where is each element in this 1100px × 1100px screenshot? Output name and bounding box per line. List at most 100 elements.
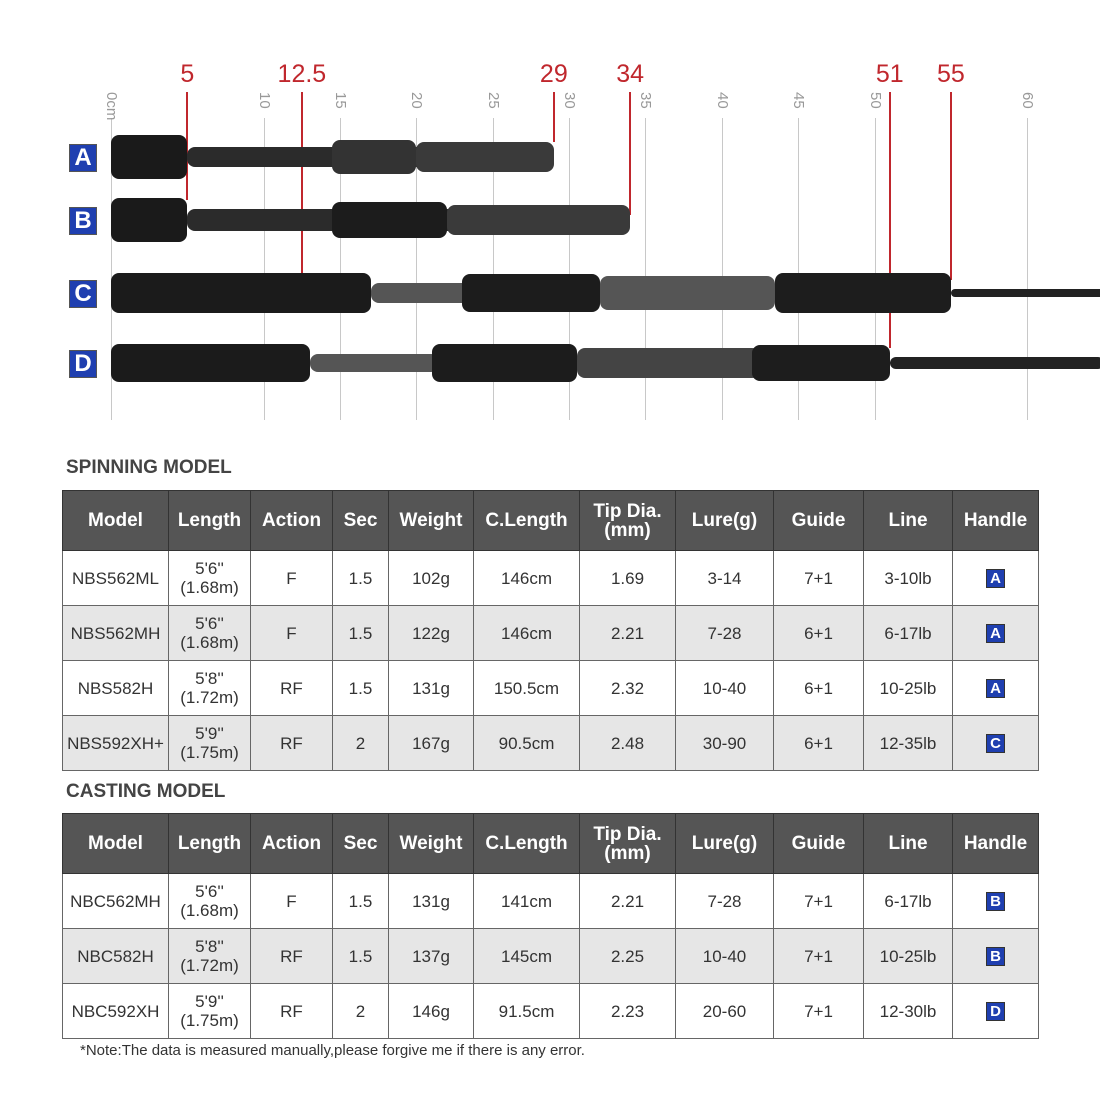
gridline	[798, 118, 800, 420]
footnote: *Note:The data is measured manually,plea…	[80, 1042, 585, 1059]
spinning-section-title: SPINNING MODEL	[66, 457, 232, 478]
casting-spec-table: Model Length Action Sec Weight C.Length Tip Di…	[62, 813, 1039, 1039]
handle-cell: B	[952, 928, 1039, 984]
column-header: C.Length	[473, 490, 580, 551]
gridline	[645, 118, 647, 420]
casting-section-title: CASTING MODEL	[66, 781, 226, 802]
cell-sec: 2	[332, 715, 389, 771]
rod-segment	[752, 345, 890, 381]
cell-clength: 146cm	[473, 550, 580, 606]
handle-badge: A	[986, 624, 1005, 643]
marker-label: 51	[875, 60, 904, 88]
rod-segment	[332, 202, 447, 238]
cell-sec: 1.5	[332, 550, 389, 606]
cell-model: NBS592XH+	[62, 715, 169, 771]
marker-label: 5	[180, 60, 195, 88]
cell-guide: 6+1	[773, 660, 864, 716]
cell-model: NBC582H	[62, 928, 169, 984]
handle-cell: A	[952, 550, 1039, 606]
column-header: Weight	[388, 813, 474, 874]
cell-model: NBS582H	[62, 660, 169, 716]
cell-clength: 141cm	[473, 873, 580, 929]
cell-clength: 91.5cm	[473, 983, 580, 1039]
ruler-tick-label: 40	[713, 92, 731, 109]
ruler-tick-label: 60	[1019, 92, 1037, 109]
rod-segment	[416, 142, 554, 172]
column-header: Weight	[388, 490, 474, 551]
cell-line: 12-35lb	[863, 715, 953, 771]
cell-weight: 122g	[388, 605, 474, 661]
handle-badge: A	[986, 679, 1005, 698]
handle-label-b: B	[69, 207, 97, 235]
cell-action: RF	[250, 715, 333, 771]
column-header: Guide	[773, 813, 864, 874]
rod-segment	[462, 274, 600, 312]
ruler-tick-label: 50	[866, 92, 884, 109]
rod-segment	[111, 344, 310, 382]
rod-segment	[309, 354, 440, 372]
handle-badge: D	[986, 1002, 1005, 1021]
column-header: Model	[62, 490, 169, 551]
handle-cell: D	[952, 983, 1039, 1039]
cell-model: NBC592XH	[62, 983, 169, 1039]
column-header: Tip Dia. (mm)	[579, 813, 676, 874]
cell-clength: 90.5cm	[473, 715, 580, 771]
table-row: NBC592XH 5'9'' (1.75m) RF 2 146g 91.5cm 2.23 20…	[62, 983, 1039, 1039]
cell-lure: 10-40	[675, 660, 774, 716]
marker-line	[629, 92, 632, 215]
table-row: NBC562MH 5'6'' (1.68m) F 1.5 131g 141cm 2.21 7-…	[62, 873, 1039, 929]
cell-weight: 102g	[388, 550, 474, 606]
rod-segment	[446, 205, 631, 235]
marker-label: 55	[936, 60, 965, 88]
cell-line: 3-10lb	[863, 550, 953, 606]
cell-guide: 6+1	[773, 605, 864, 661]
table-row: NBS582H 5'8'' (1.72m) RF 1.5 131g 150.5cm 2.32…	[62, 660, 1039, 716]
rod-segment	[599, 276, 776, 310]
cell-lure: 30-90	[675, 715, 774, 771]
marker-line	[949, 92, 952, 280]
ruler-tick-label: 20	[408, 92, 426, 109]
cell-action: RF	[250, 983, 333, 1039]
rod-segment	[111, 135, 188, 179]
column-header: Action	[250, 490, 333, 551]
ruler-tick-label: 45	[790, 92, 808, 109]
cell-model: NBC562MH	[62, 873, 169, 929]
cell-weight: 167g	[388, 715, 474, 771]
cell-length: 5'9'' (1.75m)	[168, 715, 251, 771]
handle-cell: C	[952, 715, 1039, 771]
gridline	[492, 118, 494, 420]
table-header-row: Model Length Action Sec Weight C.Length Tip Di…	[62, 490, 1039, 551]
ruler-tick-label: 30	[561, 92, 579, 109]
rod-segment	[332, 140, 417, 174]
cell-sec: 2	[332, 983, 389, 1039]
gridline	[874, 118, 876, 420]
cell-tip: 2.23	[579, 983, 676, 1039]
cell-clength: 150.5cm	[473, 660, 580, 716]
rod-segment	[889, 357, 1100, 369]
cell-tip: 2.32	[579, 660, 676, 716]
handle-badge: B	[986, 892, 1005, 911]
cell-length: 5'6'' (1.68m)	[168, 605, 251, 661]
handle-badge: A	[986, 569, 1005, 588]
cell-guide: 7+1	[773, 983, 864, 1039]
table-row: NBS562ML 5'6'' (1.68m) F 1.5 102g 146cm 1.69 3-…	[62, 550, 1039, 606]
column-header: Length	[168, 813, 251, 874]
cell-sec: 1.5	[332, 873, 389, 929]
column-header: Line	[863, 490, 953, 551]
cell-line: 6-17lb	[863, 873, 953, 929]
cell-guide: 7+1	[773, 550, 864, 606]
cell-lure: 10-40	[675, 928, 774, 984]
cell-action: F	[250, 873, 333, 929]
cell-length: 5'8'' (1.72m)	[168, 928, 251, 984]
column-header: Length	[168, 490, 251, 551]
cell-weight: 131g	[388, 660, 474, 716]
cell-model: NBS562MH	[62, 605, 169, 661]
cell-action: F	[250, 550, 333, 606]
rod-segment	[111, 273, 371, 313]
column-header: Action	[250, 813, 333, 874]
column-header: Handle	[952, 813, 1039, 874]
handle-cell: A	[952, 660, 1039, 716]
cell-length: 5'8'' (1.72m)	[168, 660, 251, 716]
column-header: Sec	[332, 813, 389, 874]
